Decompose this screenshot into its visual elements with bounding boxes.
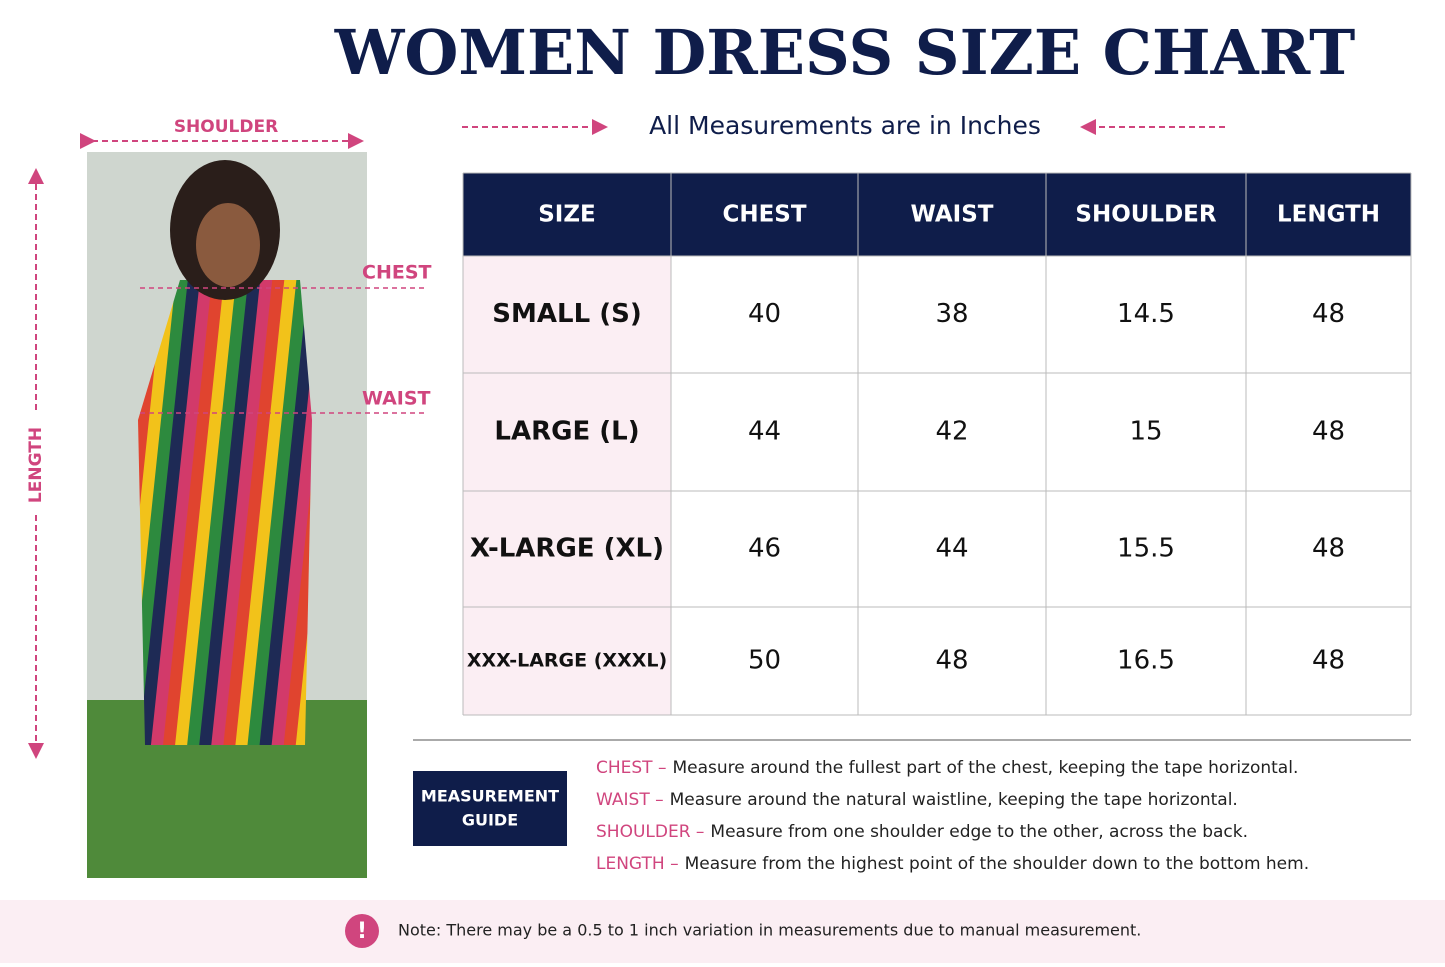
guide-item: WAIST – Measure around the natural waistl… [596,790,1238,810]
guide-item: SHOULDER – Measure from one shoulder edge… [596,822,1248,842]
title: WOMEN DRESS SIZE CHART [334,16,1356,89]
waist-label: WAIST [362,388,431,410]
subtitle: All Measurements are in Inches [649,111,1041,140]
note-icon [345,914,379,948]
value-cell: 42 [935,417,968,447]
value-cell: 48 [935,646,968,676]
size-column [463,256,671,715]
guide-box [413,771,567,846]
guide-text: Measure from the highest point of the sh… [685,854,1310,874]
value-cell: 48 [1312,646,1345,676]
guide-term: SHOULDER – [596,822,704,842]
length-label: LENGTH [26,427,46,503]
value-cell: 14.5 [1117,299,1175,329]
chest-label: CHEST [362,262,432,284]
value-cell: 50 [748,646,781,676]
header-cell: CHEST [722,202,806,228]
value-cell: 46 [748,534,781,564]
guide-term: LENGTH – [596,854,679,874]
value-cell: 40 [748,299,781,329]
face [196,203,260,287]
guide-text: Measure around the fullest part of the c… [672,758,1298,778]
value-cell: 44 [935,534,968,564]
value-cell: 16.5 [1117,646,1175,676]
size-cell: SMALL (S) [492,299,641,329]
value-cell: 38 [935,299,968,329]
note-icon-mark: ! [357,919,367,944]
header-cell: SIZE [538,202,596,228]
size-cell: LARGE (L) [494,417,639,447]
guide-item: LENGTH – Measure from the highest point o… [596,854,1309,874]
size-table: SIZE CHEST WAIST SHOULDER LENGTH SMALL (S) 40 3… [462,172,1412,716]
header-cell: SHOULDER [1075,202,1217,228]
dress [138,280,312,745]
size-cell: X-LARGE (XL) [470,534,664,564]
guide-item: CHEST – Measure around the fullest part o… [596,758,1298,778]
header-cell: LENGTH [1277,202,1380,228]
guide-text: Measure from one shoulder edge to the ot… [710,822,1248,842]
value-cell: 15 [1129,417,1162,447]
guide-term: CHEST – [596,758,666,778]
value-cell: 15.5 [1117,534,1175,564]
shoulder-label: SHOULDER [174,117,278,137]
value-cell: 44 [748,417,781,447]
note-bar [0,900,1445,963]
guide-list: CHEST – Measure around the fullest part o… [596,758,1309,874]
guide-label: GUIDE [462,811,518,830]
header-row [463,173,1411,256]
guide-label: MEASUREMENT [421,787,559,806]
header-cell: WAIST [911,202,994,228]
value-cell: 48 [1312,417,1345,447]
value-cell: 48 [1312,299,1345,329]
guide-term: WAIST – [596,790,664,810]
note: Note: There may be a 0.5 to 1 inch varia… [398,921,1141,940]
guide-text: Measure around the natural waistline, ke… [670,790,1238,810]
value-cell: 48 [1312,534,1345,564]
size-cell: XXX-LARGE (XXXL) [467,650,667,672]
